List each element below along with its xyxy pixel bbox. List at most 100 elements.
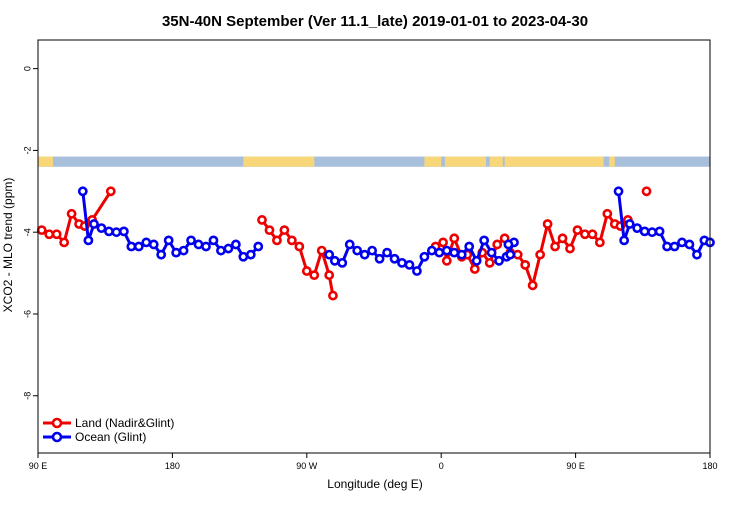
land-data-point — [316, 245, 327, 256]
land-data-point — [438, 237, 448, 248]
ocean-data-point — [329, 255, 340, 266]
land-strip-segment — [38, 156, 53, 167]
ocean-data-point — [404, 260, 415, 270]
legend-label: Ocean (Glint) — [75, 430, 146, 444]
land-data-point — [294, 241, 305, 252]
land-data-point — [36, 225, 47, 236]
plot-frame — [37, 39, 711, 454]
ocean-data-point — [464, 241, 475, 252]
land-data-point — [587, 229, 598, 240]
legend-label: Land (Nadir&Glint) — [75, 416, 174, 430]
land-data-point — [535, 249, 546, 260]
ocean-data-point — [619, 235, 630, 246]
x-tick-label: 180 — [165, 461, 180, 471]
ocean-data-point — [624, 219, 635, 229]
land-data-point — [580, 229, 590, 240]
ocean-data-point — [359, 249, 370, 260]
land-data-point — [602, 208, 613, 219]
ocean-data-point — [133, 241, 144, 252]
ocean-data-point — [337, 257, 348, 268]
ocean-data-point — [230, 239, 241, 250]
ocean-data-point — [126, 241, 137, 252]
legend: Land (Nadir&Glint)Ocean (Glint) — [43, 416, 174, 444]
ocean-data-point — [434, 247, 445, 258]
ocean-data-point — [253, 241, 264, 252]
ocean-data-point — [96, 223, 107, 233]
ocean-data-point — [639, 226, 650, 237]
land-data-point — [542, 219, 553, 229]
land-data-point — [594, 237, 605, 248]
x-tick-label: 90 W — [296, 461, 318, 471]
ocean-data-point — [426, 245, 437, 256]
ocean-data-point — [201, 241, 211, 252]
land-strip-segment — [504, 156, 604, 167]
legend-item-land: Land (Nadir&Glint) — [43, 416, 174, 430]
ocean-data-point — [324, 249, 335, 260]
land-data-point — [257, 215, 267, 225]
ocean-data-point — [494, 255, 504, 266]
x-tick-label: 90 E — [566, 461, 585, 471]
land-data-point — [512, 249, 523, 260]
land-data-point — [527, 280, 538, 291]
ocean-data-point — [178, 245, 189, 256]
ocean-data-point — [245, 249, 256, 260]
land-data-point — [449, 233, 460, 244]
land-data-point — [309, 270, 320, 281]
land-data-point — [641, 186, 652, 197]
ocean-data-point — [677, 237, 687, 248]
land-data-point — [441, 255, 452, 266]
land-data-point — [301, 266, 312, 276]
legend-item-ocean: Ocean (Glint) — [43, 430, 146, 444]
ocean-data-point — [208, 235, 219, 246]
land-data-point — [565, 243, 575, 254]
x-tick-label: 90 E — [29, 461, 48, 471]
axes: 90 E 180 90 W 0 90 E 180 0 -2 -4 -6 -8 — [22, 66, 717, 471]
ocean-data-point — [186, 235, 196, 246]
land-data-point — [286, 235, 297, 246]
ocean-data-point — [156, 249, 167, 260]
ocean-data-point — [193, 239, 204, 250]
ocean-data-point — [77, 186, 88, 197]
series-ocean — [77, 186, 715, 276]
ocean-data-point — [238, 251, 249, 262]
land-strip-segment — [424, 156, 442, 167]
series-land — [36, 186, 652, 301]
land-data-point — [572, 225, 583, 236]
land-strip-segment — [243, 156, 315, 167]
land-data-point — [59, 237, 70, 248]
ocean-data-point — [89, 219, 99, 229]
ocean-strip — [38, 156, 710, 167]
ocean-data-point — [449, 247, 460, 258]
ocean-data-point — [382, 247, 392, 258]
ocean-data-point — [684, 239, 695, 250]
legend-swatch-marker — [51, 417, 63, 429]
land-data-point — [492, 239, 503, 250]
ocean-data-point — [148, 239, 159, 250]
ocean-data-point — [654, 226, 665, 237]
land-strip-segment — [489, 156, 503, 167]
ocean-data-point — [441, 245, 452, 256]
ocean-data-point — [111, 227, 122, 238]
land-ocean-strip — [38, 156, 710, 167]
ocean-data-point — [171, 247, 182, 258]
ocean-data-point — [486, 247, 497, 258]
y-tick-label: -6 — [22, 310, 32, 318]
ocean-data-point — [647, 227, 658, 238]
ocean-data-point — [632, 223, 643, 233]
land-data-point — [328, 290, 338, 301]
land-data-point — [264, 225, 275, 236]
ocean-data-point — [412, 266, 422, 276]
land-data-point — [44, 229, 55, 240]
ocean-data-point — [389, 253, 400, 264]
series-layer — [36, 186, 715, 301]
land-data-point — [550, 241, 560, 252]
ocean-data-point — [397, 257, 407, 268]
land-data-point — [484, 257, 495, 268]
land-data-point — [279, 225, 290, 236]
land-strip-segment — [609, 156, 615, 167]
land-data-point — [520, 260, 531, 270]
land-data-point — [557, 233, 568, 244]
ocean-data-point — [104, 226, 114, 237]
